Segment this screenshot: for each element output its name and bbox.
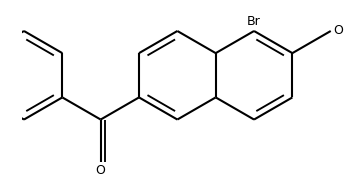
Text: O: O xyxy=(333,25,343,38)
Text: Br: Br xyxy=(247,15,261,28)
Text: O: O xyxy=(96,164,105,177)
